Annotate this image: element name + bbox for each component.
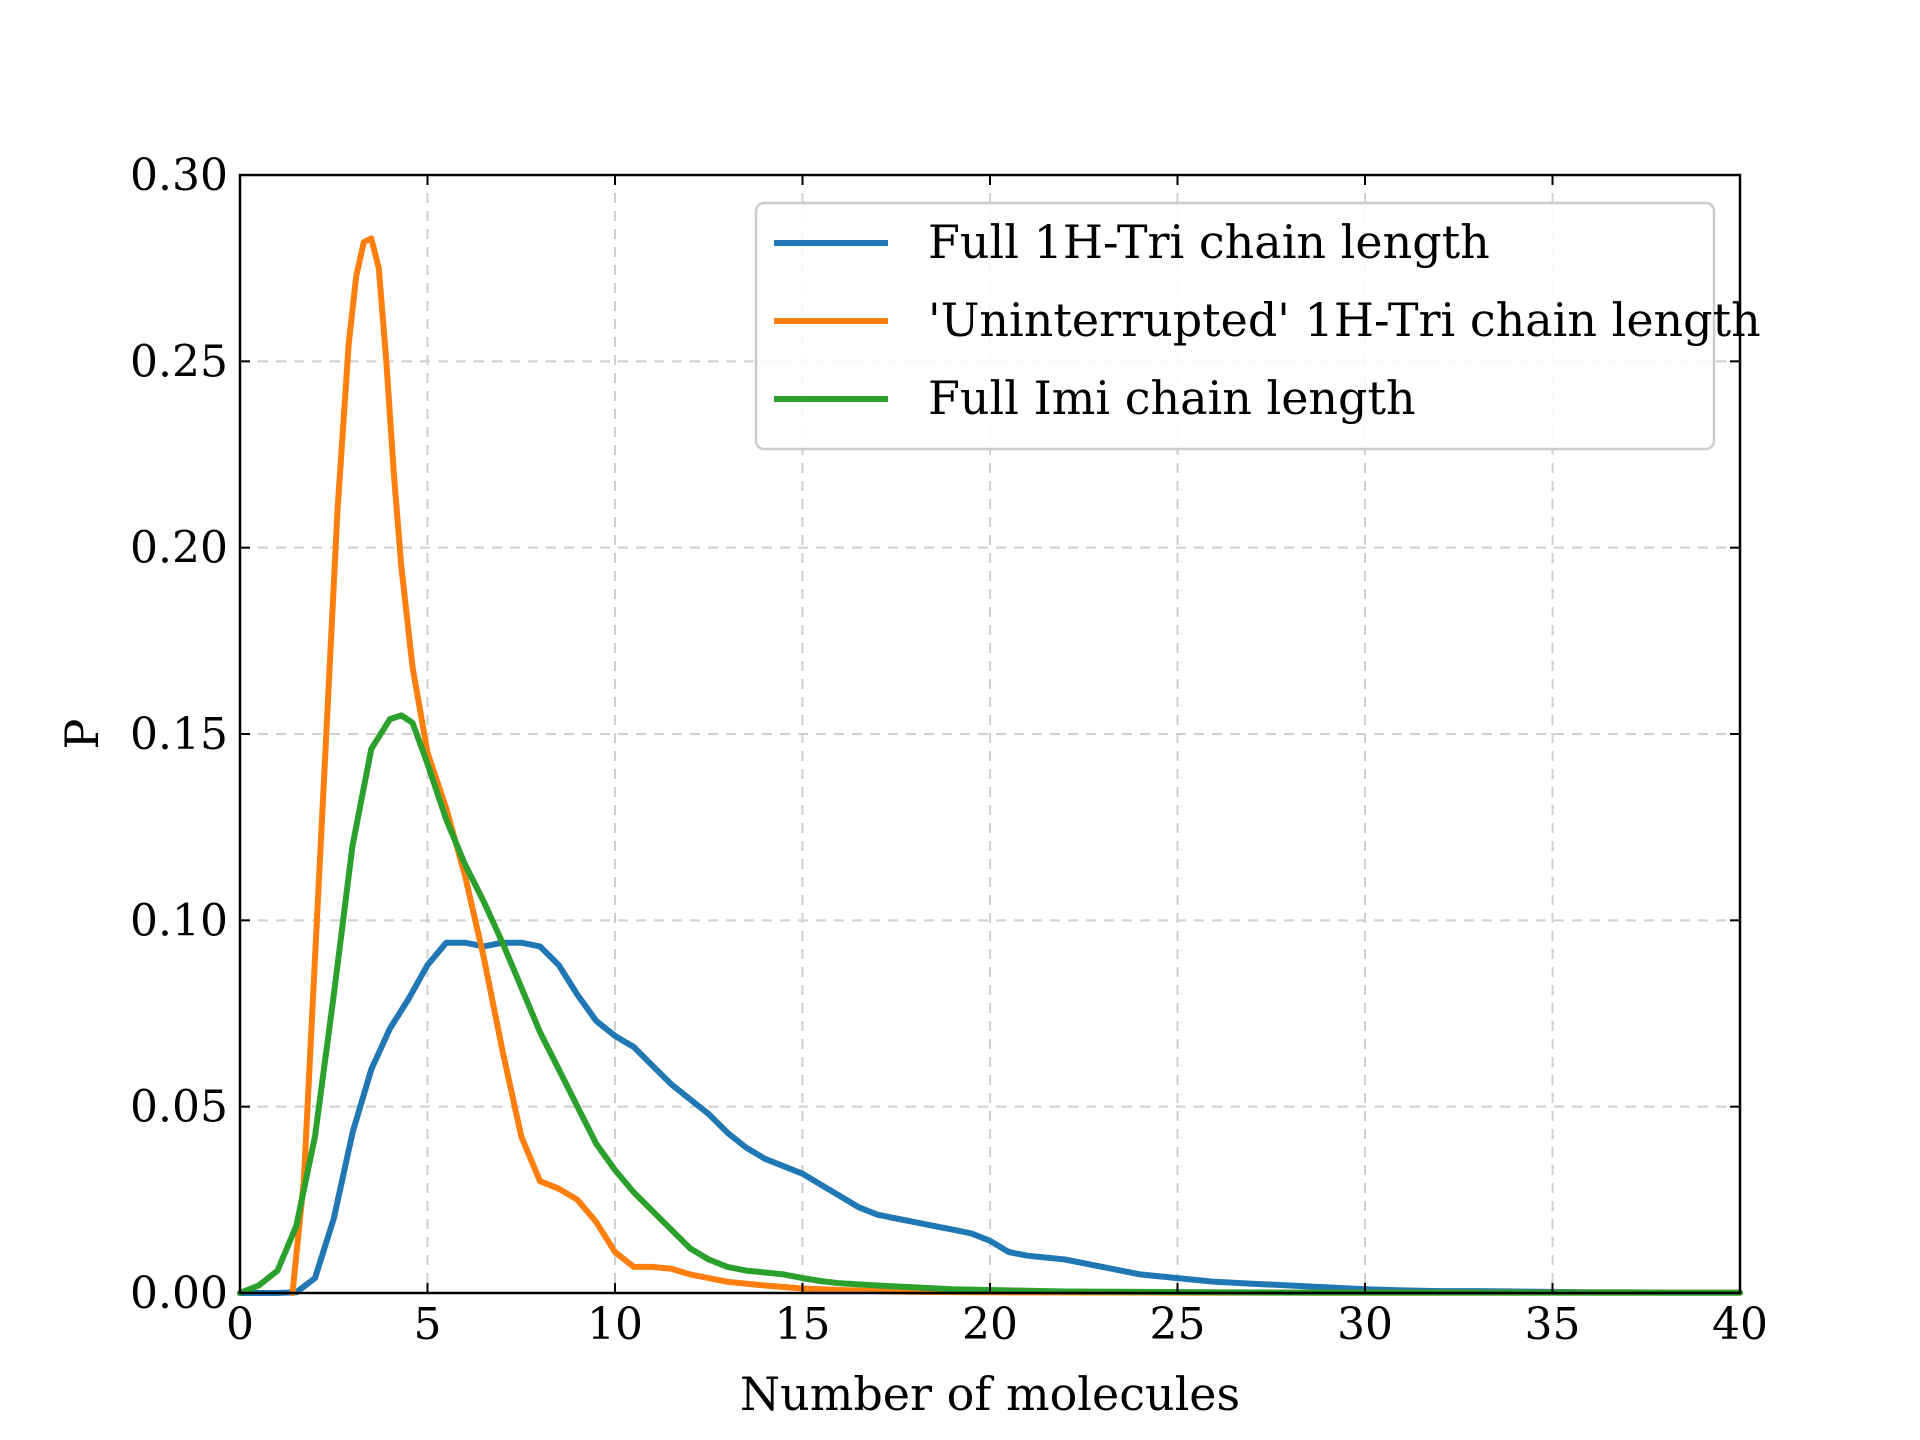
y-tick-label: 0.25 bbox=[130, 336, 228, 387]
x-tick-label: 25 bbox=[1150, 1299, 1206, 1350]
x-tick-label: 5 bbox=[414, 1299, 442, 1350]
y-tick-label: 0.05 bbox=[130, 1082, 228, 1133]
y-tick-label: 0.00 bbox=[130, 1268, 228, 1319]
y-tick-labels: 0.00 0.05 0.10 0.15 0.20 0.25 0.30 bbox=[130, 150, 228, 1319]
legend-label: 'Uninterrupted' 1H-Tri chain length bbox=[928, 293, 1761, 347]
y-tick-label: 0.20 bbox=[130, 523, 228, 574]
y-tick-label: 0.10 bbox=[130, 895, 228, 946]
x-tick-labels: 0 5 10 15 20 25 30 35 40 bbox=[226, 1299, 1768, 1350]
legend: Full 1H-Tri chain length 'Uninterrupted' … bbox=[754, 201, 1761, 451]
x-axis-label: Number of molecules bbox=[740, 1367, 1240, 1421]
y-axis-label: P bbox=[55, 719, 109, 750]
series-line-2 bbox=[289, 235, 1743, 1296]
legend-label: Full Imi chain length bbox=[928, 371, 1416, 425]
legend-items: Full 1H-Tri chain length 'Uninterrupted' … bbox=[774, 215, 1761, 425]
x-tick-label: 20 bbox=[962, 1299, 1018, 1350]
y-tick-label: 0.30 bbox=[130, 150, 228, 201]
x-tick-label: 15 bbox=[775, 1299, 831, 1350]
y-tick-label: 0.15 bbox=[130, 709, 228, 760]
legend-label: Full 1H-Tri chain length bbox=[928, 215, 1490, 269]
x-tick-label: 30 bbox=[1337, 1299, 1393, 1350]
tick-marks bbox=[239, 174, 1741, 1294]
x-tick-label: 10 bbox=[587, 1299, 643, 1350]
x-tick-label: 40 bbox=[1712, 1299, 1768, 1350]
x-tick-label: 0 bbox=[226, 1299, 254, 1350]
series-line-3 bbox=[237, 712, 1743, 1296]
legend-box bbox=[754, 201, 1716, 451]
x-tick-label: 35 bbox=[1525, 1299, 1581, 1350]
